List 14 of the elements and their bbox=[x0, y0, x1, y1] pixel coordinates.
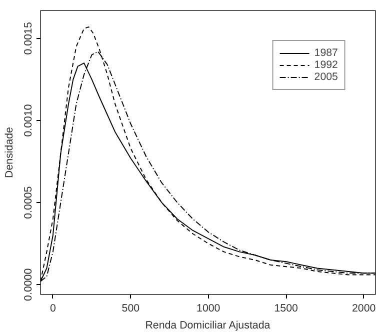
x-tick-label: 1500 bbox=[274, 302, 298, 314]
y-axis-title: Densidade bbox=[4, 126, 16, 178]
y-tick-label: 0.0015 bbox=[22, 22, 34, 55]
x-tick-label: 500 bbox=[122, 302, 140, 314]
legend-label: 1992 bbox=[314, 59, 338, 71]
x-tick-label: 0 bbox=[50, 302, 56, 314]
x-axis-title: Renda Domiciliar Ajustada bbox=[145, 320, 270, 332]
x-tick-label: 2000 bbox=[352, 302, 376, 314]
y-tick-label: 0.0000 bbox=[22, 268, 34, 301]
legend-label: 1987 bbox=[314, 47, 338, 59]
y-tick-label: 0.0005 bbox=[22, 186, 34, 219]
legend-label: 2005 bbox=[314, 71, 338, 83]
x-tick-label: 1000 bbox=[196, 302, 220, 314]
y-tick-label: 0.0010 bbox=[22, 104, 34, 137]
